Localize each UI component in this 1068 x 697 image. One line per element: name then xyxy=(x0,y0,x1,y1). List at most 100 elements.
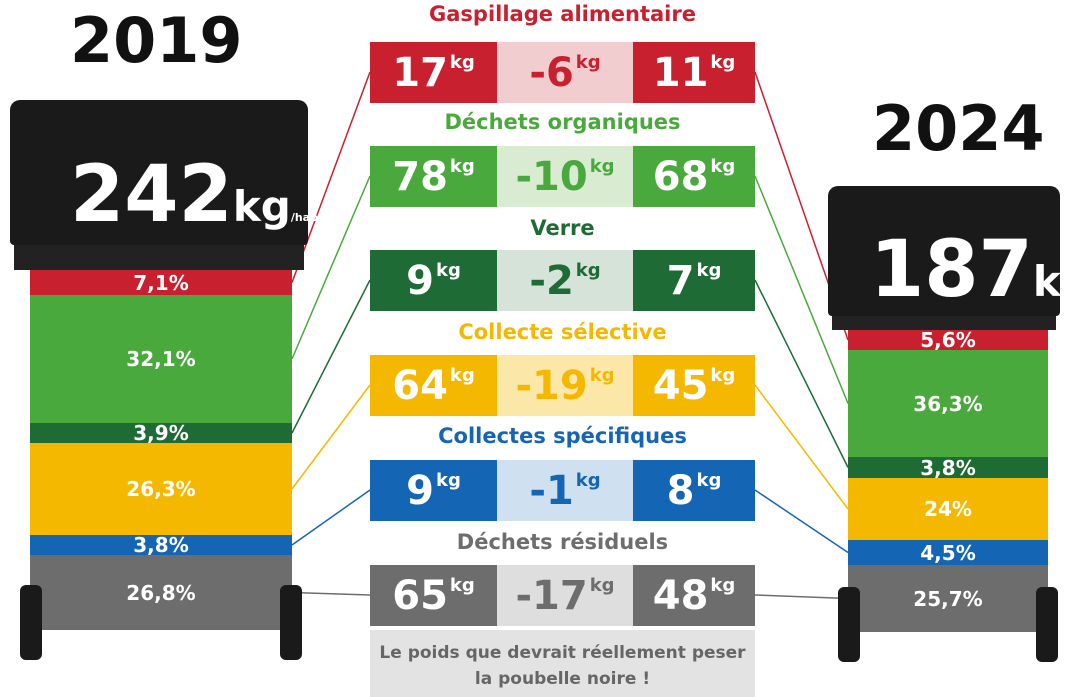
bin-wheel xyxy=(1036,587,1058,662)
value-change-value: -19 xyxy=(515,362,588,409)
value-after-value: 48 xyxy=(652,572,709,619)
value-after: 68 kg xyxy=(633,146,755,207)
unit: kg xyxy=(449,156,475,177)
unit: kg xyxy=(710,575,736,596)
bin-lid xyxy=(828,186,1060,316)
year-right: 2024 xyxy=(872,92,1045,165)
bin-segment: 25,7% xyxy=(848,565,1048,632)
value-change: -1 kg xyxy=(497,460,633,521)
unit: kg xyxy=(435,470,461,491)
unit: kg xyxy=(435,260,461,281)
value-after-value: 11 xyxy=(652,49,709,96)
category-title: Collectes spécifiques xyxy=(438,424,687,448)
value-after: 45 kg xyxy=(633,355,755,416)
unit: kg xyxy=(710,156,736,177)
value-before: 78 kg xyxy=(370,146,497,207)
bin-segment: 24% xyxy=(848,478,1048,540)
bin-rim xyxy=(14,245,304,270)
total-value: 242 xyxy=(70,150,233,240)
connector xyxy=(291,591,371,596)
year-left: 2019 xyxy=(70,4,243,77)
category-title: Déchets résiduels xyxy=(456,530,669,554)
connector xyxy=(291,279,371,434)
value-change: -2 kg xyxy=(497,250,633,311)
bin-rim xyxy=(832,316,1056,330)
value-change: -6 kg xyxy=(497,42,633,103)
value-before: 65 kg xyxy=(370,565,497,626)
value-change-value: -6 xyxy=(529,49,574,96)
unit: kg xyxy=(589,575,615,596)
value-change-value: -2 xyxy=(529,257,574,304)
value-before-value: 9 xyxy=(406,257,434,304)
total-unit: kg xyxy=(1032,257,1068,306)
unit: kg xyxy=(589,156,615,177)
value-after: 7 kg xyxy=(633,250,755,311)
connector xyxy=(754,489,849,554)
value-change: -19 kg xyxy=(497,355,633,416)
unit: kg xyxy=(449,575,475,596)
bin-segment: 3,8% xyxy=(848,456,1048,480)
value-change: -17 kg xyxy=(497,565,633,626)
value-after: 8 kg xyxy=(633,460,755,521)
connector xyxy=(754,384,849,510)
connector xyxy=(291,489,371,546)
value-before-value: 78 xyxy=(392,153,448,200)
value-before-value: 17 xyxy=(392,49,448,96)
value-before-value: 65 xyxy=(392,572,448,619)
bin-segment: 3,9% xyxy=(30,421,292,445)
unit: kg xyxy=(575,52,601,73)
value-after-value: 45 xyxy=(652,362,709,409)
value-after: 11 kg xyxy=(633,42,755,103)
value-after-value: 7 xyxy=(666,257,695,304)
total-unit: kg xyxy=(232,182,291,231)
value-after: 48 kg xyxy=(633,565,755,626)
bin-wheel xyxy=(280,585,302,660)
unit: kg xyxy=(696,260,722,281)
connector xyxy=(291,175,371,360)
value-before-value: 9 xyxy=(406,467,434,514)
bin-segment: 4,5% xyxy=(848,540,1048,565)
category-title: Gaspillage alimentaire xyxy=(429,2,696,26)
unit: kg xyxy=(575,470,601,491)
category-title: Déchets organiques xyxy=(444,110,681,134)
bin-segment: 5,6% xyxy=(848,328,1048,352)
unit: kg xyxy=(710,52,736,73)
value-before: 9 kg xyxy=(370,460,497,521)
value-before-value: 64 xyxy=(392,362,448,409)
connector xyxy=(754,594,849,600)
per-inhabitant: /hab./an xyxy=(290,211,342,224)
total-value: 187 xyxy=(870,225,1033,315)
connector xyxy=(291,71,371,283)
value-before: 64 kg xyxy=(370,355,497,416)
value-before: 17 kg xyxy=(370,42,497,103)
value-after-value: 68 xyxy=(652,153,709,200)
bin-segment: 26,3% xyxy=(30,443,292,535)
value-change-value: -1 xyxy=(529,467,574,514)
unit: kg xyxy=(589,365,615,386)
value-after-value: 8 xyxy=(666,467,695,514)
unit: kg xyxy=(696,470,722,491)
bin-segment: 36,3% xyxy=(848,350,1048,457)
category-title: Collecte sélective xyxy=(458,320,667,344)
unit: kg xyxy=(710,365,736,386)
unit: kg xyxy=(449,365,475,386)
bin-wheel xyxy=(838,587,860,662)
bin-segment: 26,8% xyxy=(30,555,292,630)
value-change: -10 kg xyxy=(497,146,633,207)
bin-lid xyxy=(10,100,308,245)
unit: kg xyxy=(449,52,475,73)
bin-segment: 32,1% xyxy=(30,295,292,423)
bin-total: 187kg/hab./an xyxy=(870,225,1068,315)
bin-wheel xyxy=(20,585,42,660)
connector xyxy=(754,279,849,468)
bin-total: 242 kg/hab./an xyxy=(70,150,341,240)
value-change-value: -17 xyxy=(515,572,588,619)
unit: kg xyxy=(575,260,601,281)
value-change-value: -10 xyxy=(515,153,588,200)
value-before: 9 kg xyxy=(370,250,497,311)
connector xyxy=(754,175,849,404)
category-title: Verre xyxy=(530,216,595,240)
bin-segment: 7,1% xyxy=(30,270,292,295)
